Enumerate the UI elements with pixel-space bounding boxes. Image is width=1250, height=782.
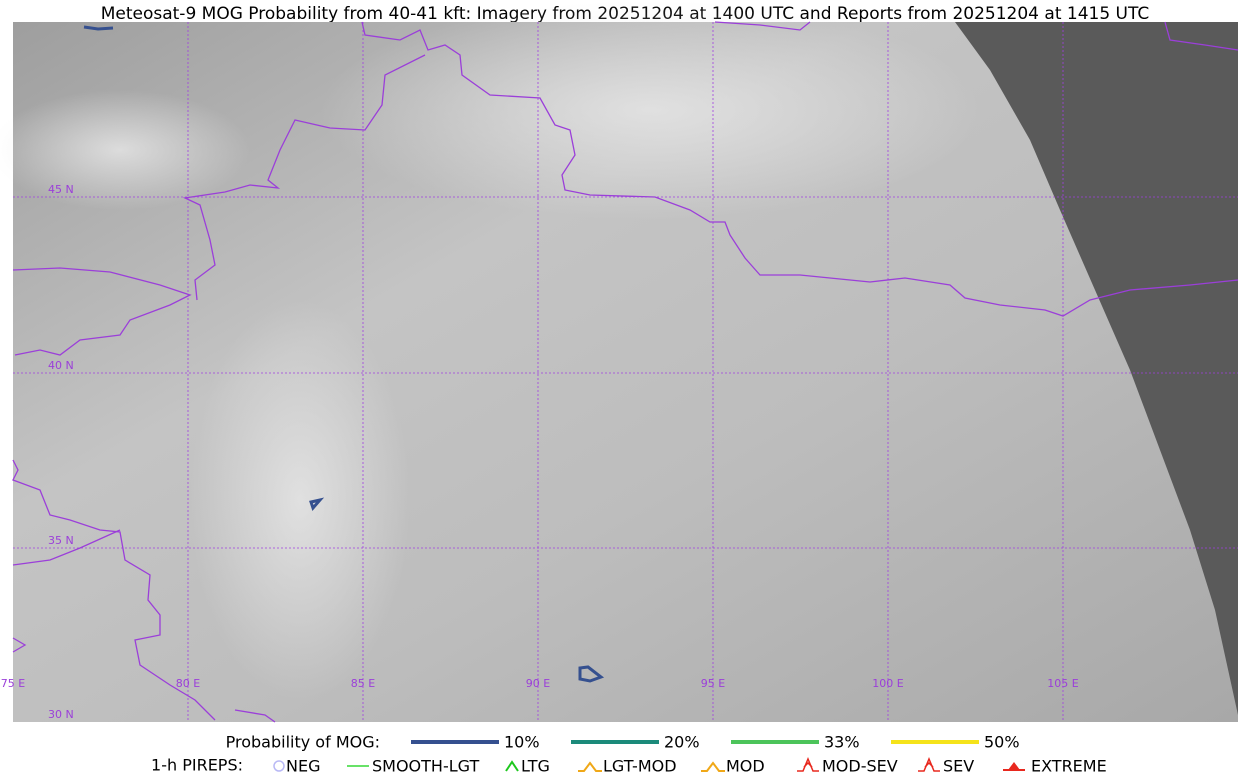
- border: [12, 459, 216, 721]
- icon: [701, 761, 725, 772]
- cloud: [190, 300, 410, 700]
- legend-title: Probability of MOG:: [226, 733, 380, 752]
- legend-label: SMOOTH-LGT: [372, 757, 479, 776]
- border: [714, 21, 811, 31]
- icon: [273, 760, 285, 772]
- icon: [797, 757, 819, 772]
- legend-label: EXTREME: [1031, 757, 1107, 776]
- legend-label: 33%: [824, 733, 860, 752]
- icon: [1008, 762, 1020, 770]
- pirep-icon: [701, 761, 725, 772]
- cloud: [0, 90, 250, 210]
- legend-label: SEV: [943, 757, 974, 776]
- lat-label: 30 N: [48, 708, 74, 721]
- icon: [803, 761, 813, 768]
- icon: [918, 757, 940, 772]
- lon-label: 90 E: [526, 677, 550, 690]
- contour: [309, 497, 325, 511]
- pirep-icon: [1003, 762, 1025, 771]
- pirep-icon: [505, 760, 519, 772]
- icon: [924, 761, 934, 768]
- lon-label: 95 E: [701, 677, 725, 690]
- legend-label: LGT-MOD: [603, 757, 677, 776]
- map: 45 N 40 N 35 N 30 N 75 E 80 E 85 E 90 E 95 E 100 …: [0, 0, 1239, 723]
- pirep-icon: [273, 760, 285, 772]
- lon-label: 100 E: [872, 677, 903, 690]
- border: [182, 54, 426, 301]
- lat-label: 40 N: [48, 359, 74, 372]
- legend: Probability of MOG: 10% 20% 33% 50% 1-h PIREP…: [151, 733, 1107, 776]
- contour: [578, 665, 605, 683]
- no-data-region: [955, 22, 1238, 715]
- legend-label: NEG: [286, 757, 320, 776]
- lon-label: 75 E: [1, 677, 25, 690]
- border: [12, 267, 192, 356]
- pirep-icon: [797, 757, 819, 772]
- icon: [578, 761, 602, 772]
- border: [234, 709, 276, 723]
- lat-label: 35 N: [48, 534, 74, 547]
- legend-title: 1-h PIREPS:: [151, 756, 243, 775]
- lon-label: 85 E: [351, 677, 375, 690]
- legend-label: 50%: [984, 733, 1020, 752]
- icon: [505, 760, 519, 772]
- border: [361, 21, 1239, 317]
- border: [1164, 21, 1239, 51]
- lat-label: 45 N: [48, 183, 74, 196]
- lon-label: 80 E: [176, 677, 200, 690]
- pirep-icon: [918, 757, 940, 772]
- legend-label: MOD: [726, 757, 765, 776]
- legend-label: 10%: [504, 733, 540, 752]
- legend-label: LTG: [521, 757, 550, 776]
- pirep-icon: [578, 761, 602, 772]
- border: [12, 529, 121, 566]
- grid: 45 N 40 N 35 N 30 N 75 E 80 E 85 E 90 E 95 E 100 …: [1, 22, 1238, 722]
- legend-label: MOD-SEV: [822, 757, 898, 776]
- lon-label: 105 E: [1047, 677, 1078, 690]
- contour: [83, 25, 114, 31]
- border: [12, 637, 27, 653]
- legend-label: 20%: [664, 733, 700, 752]
- cloud: [320, 0, 980, 220]
